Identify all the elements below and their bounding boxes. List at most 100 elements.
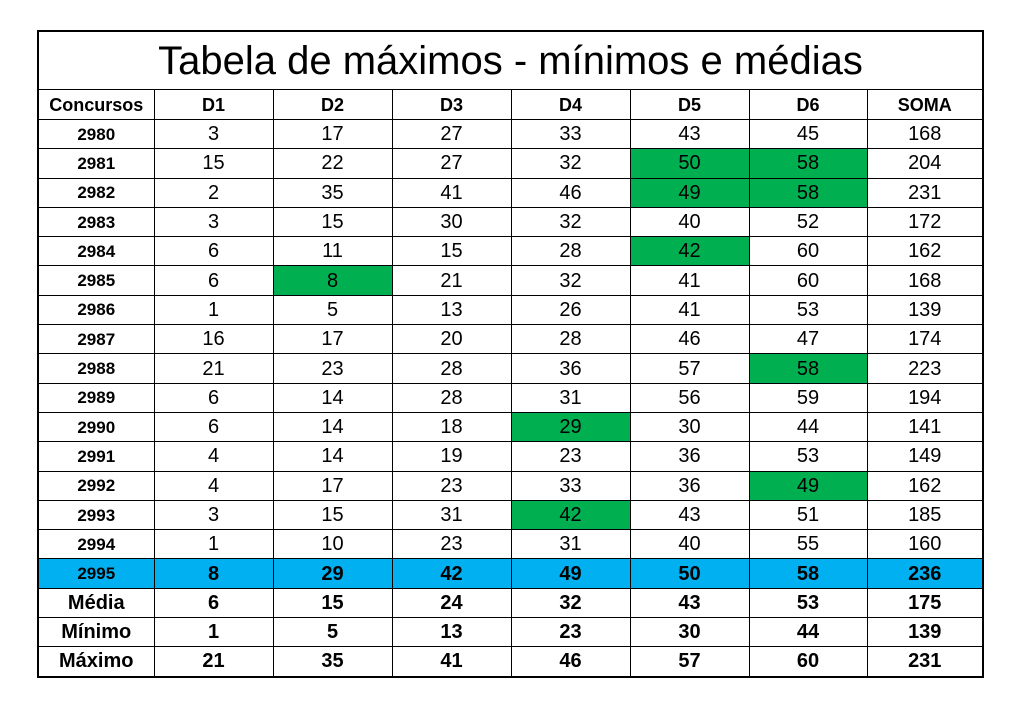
cell: 42	[510, 499, 631, 531]
cell: 57	[629, 353, 750, 384]
cell: 31	[510, 382, 631, 413]
cell: 149	[866, 441, 984, 472]
cell: 43	[629, 499, 750, 531]
data-row: 2982 2 35 41 46 49 58 231	[37, 177, 984, 208]
cell: 23	[391, 529, 512, 560]
header-cell: D3	[391, 89, 512, 120]
cell: 32	[510, 265, 631, 296]
cell: 1	[153, 294, 274, 326]
header-cell: Concursos	[37, 89, 155, 120]
row-label: 2989	[37, 382, 155, 413]
cell: 29	[272, 558, 393, 589]
current-row: 2995 8 29 42 49 50 58 236	[37, 558, 984, 589]
cell: 41	[629, 265, 750, 296]
cell: 30	[391, 206, 512, 238]
cell: 41	[391, 177, 512, 208]
cell: 50	[629, 148, 750, 179]
cell: 49	[629, 177, 750, 208]
summary-cell: 21	[153, 646, 274, 678]
data-row: 2981 15 22 27 32 50 58 204	[37, 148, 984, 179]
summary-cell: 43	[629, 587, 750, 619]
cell: 60	[748, 236, 868, 267]
cell: 53	[748, 294, 868, 326]
title-row: Tabela de máximos - mínimos e médias	[37, 30, 984, 90]
cell: 59	[748, 382, 868, 413]
cell: 174	[866, 324, 984, 355]
cell: 19	[391, 441, 512, 472]
cell: 162	[866, 470, 984, 501]
data-row: 2984 6 11 15 28 42 60 162	[37, 236, 984, 267]
header-cell: SOMA	[866, 89, 984, 120]
cell: 58	[748, 558, 868, 589]
cell: 21	[153, 353, 274, 384]
cell: 6	[153, 411, 274, 443]
cell: 18	[391, 411, 512, 443]
cell: 55	[748, 529, 868, 560]
header-cell: D1	[153, 89, 274, 120]
summary-row: Média 6 15 24 32 43 53 175	[37, 587, 984, 619]
summary-row: Máximo 21 35 41 46 57 60 231	[37, 646, 984, 678]
summary-cell: 44	[748, 617, 868, 648]
cell: 32	[510, 148, 631, 179]
cell: 51	[748, 499, 868, 531]
cell: 6	[153, 382, 274, 413]
summary-label: Média	[37, 587, 155, 619]
summary-cell: 139	[866, 617, 984, 648]
cell: 31	[510, 529, 631, 560]
summary-cell: 32	[510, 587, 631, 619]
summary-label: Mínimo	[37, 617, 155, 648]
data-row: 2992 4 17 23 33 36 49 162	[37, 470, 984, 501]
row-label: 2984	[37, 236, 155, 267]
cell: 17	[272, 324, 393, 355]
cell: 31	[391, 499, 512, 531]
cell: 28	[391, 382, 512, 413]
summary-label: Máximo	[37, 646, 155, 678]
summary-cell: 57	[629, 646, 750, 678]
cell: 45	[748, 118, 868, 150]
cell: 11	[272, 236, 393, 267]
cell: 162	[866, 236, 984, 267]
cell: 6	[153, 265, 274, 296]
cell: 172	[866, 206, 984, 238]
cell: 46	[510, 177, 631, 208]
cell: 40	[629, 206, 750, 238]
header-cell: D6	[748, 89, 868, 120]
cell: 36	[629, 470, 750, 501]
table-wrap: Tabela de máximos - mínimos e médias Con…	[37, 30, 984, 678]
cell: 52	[748, 206, 868, 238]
summary-cell: 1	[153, 617, 274, 648]
data-row: 2991 4 14 19 23 36 53 149	[37, 441, 984, 472]
cell: 10	[272, 529, 393, 560]
cell: 46	[629, 324, 750, 355]
cell: 43	[629, 118, 750, 150]
cell: 3	[153, 206, 274, 238]
summary-cell: 46	[510, 646, 631, 678]
row-label: 2985	[37, 265, 155, 296]
row-label: 2993	[37, 499, 155, 531]
cell: 14	[272, 411, 393, 443]
cell: 58	[748, 177, 868, 208]
data-row: 2980 3 17 27 33 43 45 168	[37, 118, 984, 150]
cell: 141	[866, 411, 984, 443]
data-row: 2990 6 14 18 29 30 44 141	[37, 411, 984, 443]
row-label: 2986	[37, 294, 155, 326]
cell: 231	[866, 177, 984, 208]
cell: 32	[510, 206, 631, 238]
cell: 28	[391, 353, 512, 384]
cell: 33	[510, 118, 631, 150]
cell: 28	[510, 324, 631, 355]
cell: 28	[510, 236, 631, 267]
summary-cell: 23	[510, 617, 631, 648]
cell: 23	[272, 353, 393, 384]
row-label: 2995	[37, 558, 155, 589]
data-row: 2994 1 10 23 31 40 55 160	[37, 529, 984, 560]
summary-cell: 35	[272, 646, 393, 678]
cell: 26	[510, 294, 631, 326]
summary-cell: 60	[748, 646, 868, 678]
cell: 50	[629, 558, 750, 589]
cell: 23	[391, 470, 512, 501]
header-cell: D2	[272, 89, 393, 120]
cell: 49	[748, 470, 868, 501]
cell: 42	[391, 558, 512, 589]
